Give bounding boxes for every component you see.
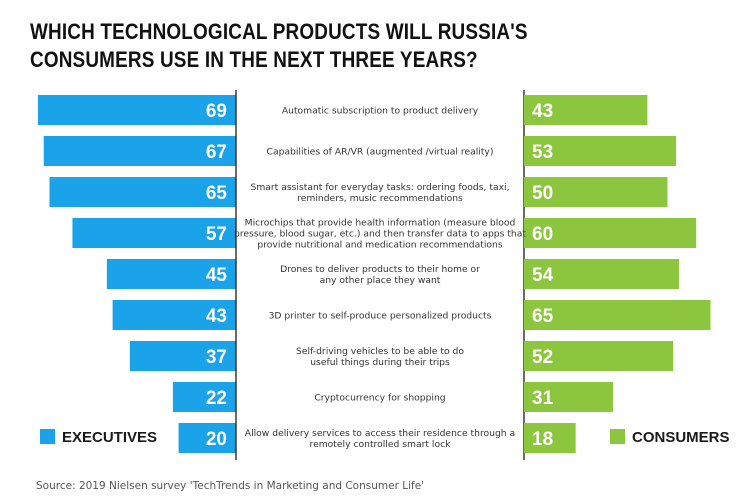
legend-consumers: CONSUMERS bbox=[610, 429, 730, 446]
executives-value-label: 43 bbox=[206, 306, 227, 327]
consumers-bars: 43 53 50 60 54 65 52 31 18 bbox=[524, 95, 711, 453]
consumers-bar bbox=[524, 95, 648, 125]
consumers-value-label: 52 bbox=[532, 347, 553, 368]
executives-bar bbox=[43, 136, 236, 166]
category-label: Drones to deliver products to their home… bbox=[280, 264, 480, 286]
consumers-value-label: 65 bbox=[532, 306, 554, 327]
source-note: Source: 2019 Nielsen survey 'TechTrends … bbox=[36, 480, 425, 492]
category-label: Automatic subscription to product delive… bbox=[282, 106, 479, 117]
legend-executives-label: EXECUTIVES bbox=[62, 429, 157, 446]
category-label: Capabilities of AR/VR (augmented /virtua… bbox=[267, 147, 494, 158]
executives-value-label: 65 bbox=[206, 183, 228, 204]
consumers-bar bbox=[524, 136, 677, 166]
executives-bar bbox=[129, 341, 236, 371]
category-label: Allow delivery services to access their … bbox=[245, 428, 515, 450]
consumers-value-label: 31 bbox=[532, 388, 554, 409]
consumers-bar bbox=[524, 423, 576, 453]
executives-bar bbox=[106, 259, 236, 289]
executives-bar bbox=[178, 423, 236, 453]
category-label: Smart assistant for everyday tasks: orde… bbox=[250, 182, 509, 204]
consumers-value-label: 53 bbox=[532, 142, 553, 163]
executives-bars: 69 67 65 57 45 43 37 22 20 bbox=[38, 95, 237, 453]
executives-value-label: 69 bbox=[206, 101, 227, 122]
category-label: 3D printer to self-produce personalized … bbox=[269, 311, 492, 322]
consumers-bar bbox=[524, 177, 668, 207]
executives-value-label: 37 bbox=[206, 347, 227, 368]
consumers-value-label: 54 bbox=[532, 265, 554, 286]
category-label: Cryptocurrency for shopping bbox=[314, 393, 445, 404]
category-label: Self-driving vehicles to be able to do us… bbox=[296, 346, 464, 368]
legend-consumers-swatch bbox=[610, 429, 625, 444]
executives-bar bbox=[72, 218, 236, 248]
consumers-value-label: 43 bbox=[532, 101, 553, 122]
executives-value-label: 57 bbox=[206, 224, 227, 245]
consumers-value-label: 50 bbox=[532, 183, 553, 204]
chart-title: WHICH TECHNOLOGICAL PRODUCTS WILL RUSSIA… bbox=[30, 19, 528, 72]
legend-executives: EXECUTIVES bbox=[40, 429, 157, 446]
executives-value-label: 22 bbox=[206, 388, 227, 409]
category-labels: Automatic subscription to product delive… bbox=[234, 106, 526, 451]
executives-bar bbox=[38, 95, 236, 125]
executives-bar bbox=[172, 382, 236, 412]
legend-consumers-label: CONSUMERS bbox=[632, 429, 730, 446]
consumers-bar bbox=[524, 341, 674, 371]
consumers-bar bbox=[524, 218, 697, 248]
executives-value-label: 45 bbox=[206, 265, 228, 286]
executives-value-label: 20 bbox=[206, 429, 227, 450]
consumers-bar bbox=[524, 300, 711, 330]
executives-bar bbox=[49, 177, 237, 207]
consumers-bar bbox=[524, 382, 613, 412]
executives-bar bbox=[112, 300, 236, 330]
consumers-value-label: 60 bbox=[532, 224, 553, 245]
executives-value-label: 67 bbox=[206, 142, 227, 163]
legend-executives-swatch bbox=[40, 429, 55, 444]
consumers-value-label: 18 bbox=[532, 429, 553, 450]
consumers-bar bbox=[524, 259, 679, 289]
category-label: Microchips that provide health informati… bbox=[234, 218, 526, 251]
